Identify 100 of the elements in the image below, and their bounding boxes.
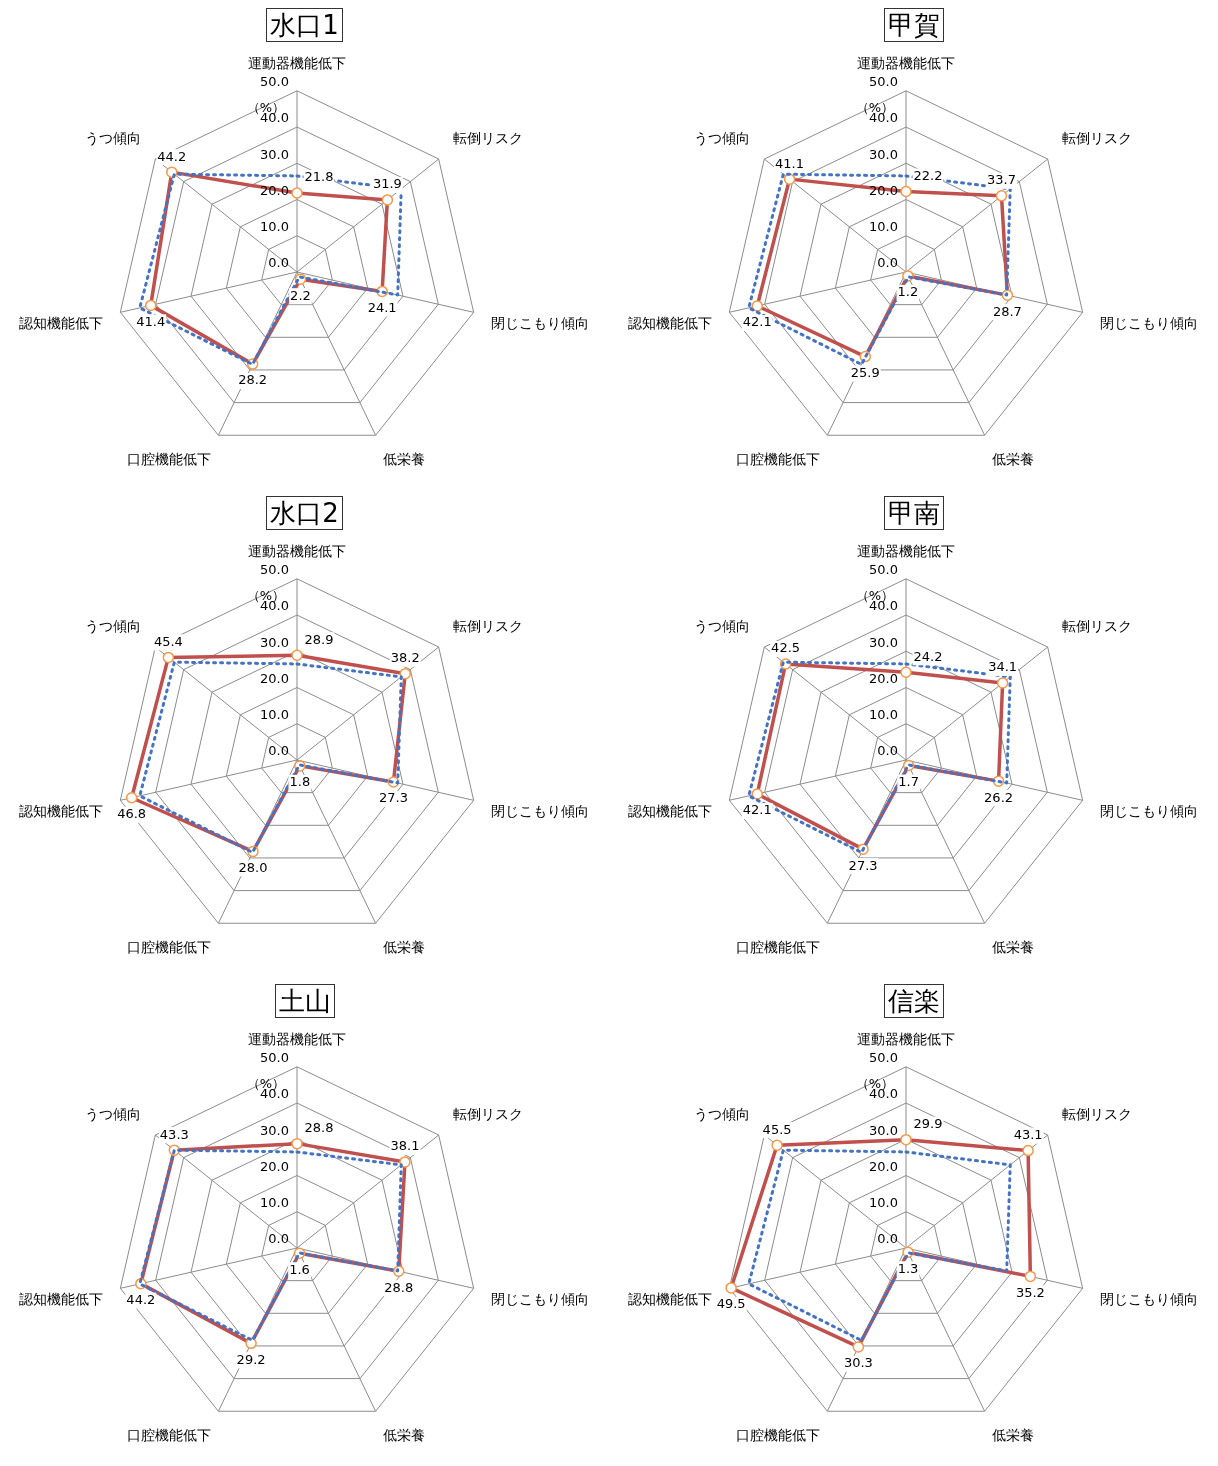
data-label: 21.8 bbox=[304, 169, 333, 185]
y-tick-label: 50.0 bbox=[868, 1050, 898, 1066]
data-label: 46.8 bbox=[116, 806, 146, 822]
chart-title: 甲賀 bbox=[883, 8, 944, 42]
data-label: 24.1 bbox=[367, 299, 397, 315]
y-tick-label: 0.0 bbox=[876, 1231, 898, 1247]
data-label: 38.2 bbox=[390, 650, 420, 666]
y-tick-label: 30.0 bbox=[259, 634, 289, 650]
data-label: 29.2 bbox=[236, 1351, 266, 1367]
y-tick-label: 0.0 bbox=[876, 255, 898, 271]
spoke-label: 転倒リスク bbox=[1061, 1106, 1132, 1123]
data-label: 44.2 bbox=[125, 1292, 155, 1308]
spoke-label: 転倒リスク bbox=[452, 1106, 523, 1123]
y-tick-label: 10.0 bbox=[259, 1195, 289, 1211]
spoke-label: 閉じこもり傾向 bbox=[1099, 1291, 1198, 1308]
spoke-label: 転倒リスク bbox=[1061, 618, 1132, 635]
spoke-label: 口腔機能低下 bbox=[126, 1426, 211, 1443]
data-label: 1.6 bbox=[288, 1261, 310, 1277]
y-tick-label: 10.0 bbox=[868, 707, 898, 723]
data-label: 42.1 bbox=[742, 314, 772, 330]
data-label: 43.1 bbox=[1013, 1126, 1043, 1142]
y-tick-label: 50.0 bbox=[868, 74, 898, 90]
data-label: 25.9 bbox=[850, 364, 880, 380]
y-tick-label: 20.0 bbox=[868, 1158, 898, 1174]
y-tick-label: 10.0 bbox=[259, 707, 289, 723]
data-label: 35.2 bbox=[1015, 1284, 1045, 1300]
spoke-label: うつ傾向 bbox=[693, 130, 750, 147]
y-tick-label: 50.0 bbox=[868, 562, 898, 578]
spoke-label: 低栄養 bbox=[382, 450, 425, 467]
y-tick-label: 50.0 bbox=[259, 74, 289, 90]
data-label: 1.2 bbox=[897, 284, 918, 300]
spoke-label: 転倒リスク bbox=[452, 618, 523, 635]
data-label: 45.5 bbox=[762, 1121, 792, 1137]
data-label: 30.3 bbox=[843, 1355, 873, 1371]
data-label: 33.7 bbox=[986, 172, 1016, 188]
y-tick-label: 30.0 bbox=[259, 146, 289, 162]
chart-title: 水口2 bbox=[266, 496, 343, 530]
y-tick-label: 0.0 bbox=[876, 743, 898, 759]
data-label: 27.3 bbox=[848, 857, 878, 873]
y-tick-label: 0.0 bbox=[267, 1231, 289, 1247]
spoke-label: 閉じこもり傾向 bbox=[490, 315, 589, 332]
spoke-label: 口腔機能低下 bbox=[735, 450, 820, 467]
data-label: 41.1 bbox=[774, 155, 804, 171]
spoke-label: 低栄養 bbox=[382, 938, 425, 955]
spoke-label: 口腔機能低下 bbox=[735, 938, 820, 955]
data-label: 42.1 bbox=[742, 802, 772, 818]
spoke-label: 認知機能低下 bbox=[627, 803, 712, 820]
chart-title: 水口1 bbox=[266, 8, 343, 42]
spoke-label: 閉じこもり傾向 bbox=[1099, 315, 1198, 332]
spoke-label: 低栄養 bbox=[991, 450, 1034, 467]
y-tick-label: 30.0 bbox=[868, 146, 898, 162]
spoke-label: 運動器機能低下 bbox=[856, 55, 955, 72]
data-label: 31.9 bbox=[372, 176, 402, 192]
spoke-label: 運動器機能低下 bbox=[856, 543, 955, 560]
data-label: 43.3 bbox=[159, 1126, 189, 1142]
chart-title: 甲南 bbox=[883, 496, 944, 530]
spoke-label: 閉じこもり傾向 bbox=[490, 1291, 589, 1308]
data-label: 28.8 bbox=[304, 1120, 333, 1135]
spoke-label: 運動器機能低下 bbox=[247, 1031, 346, 1048]
spoke-label: 口腔機能低下 bbox=[126, 450, 211, 467]
chart-title: 信楽 bbox=[883, 984, 944, 1018]
data-label: 49.5 bbox=[716, 1296, 746, 1312]
data-label: 38.1 bbox=[389, 1138, 419, 1154]
data-label: 28.0 bbox=[238, 859, 267, 875]
spoke-label: 閉じこもり傾向 bbox=[1099, 803, 1198, 820]
data-label: 28.9 bbox=[304, 631, 333, 647]
data-label: 42.5 bbox=[770, 640, 800, 656]
chart-title: 土山 bbox=[274, 984, 335, 1018]
spoke-label: 認知機能低下 bbox=[627, 315, 712, 332]
data-label: 26.2 bbox=[983, 789, 1013, 805]
y-tick-label: 20.0 bbox=[868, 182, 898, 198]
spoke-label: 運動器機能低下 bbox=[856, 1031, 955, 1048]
data-label: 28.7 bbox=[992, 303, 1022, 319]
data-label: 34.1 bbox=[987, 659, 1017, 675]
spoke-label: 運動器機能低下 bbox=[247, 55, 346, 72]
y-tick-label: 10.0 bbox=[259, 219, 289, 235]
spoke-label: 運動器機能低下 bbox=[247, 543, 346, 560]
y-tick-label: 30.0 bbox=[868, 634, 898, 650]
data-label: 22.2 bbox=[913, 167, 942, 183]
spoke-label: 転倒リスク bbox=[1061, 130, 1132, 147]
spoke-label: 低栄養 bbox=[991, 938, 1034, 955]
y-tick-label: 20.0 bbox=[259, 1158, 289, 1174]
y-tick-label: 30.0 bbox=[259, 1122, 289, 1138]
spoke-label: 口腔機能低下 bbox=[126, 938, 211, 955]
spoke-label: うつ傾向 bbox=[84, 1106, 141, 1123]
spoke-label: 認知機能低下 bbox=[18, 803, 103, 820]
data-label: 24.2 bbox=[913, 648, 942, 664]
data-label: 44.2 bbox=[156, 148, 186, 164]
y-tick-label: 20.0 bbox=[259, 182, 289, 198]
data-label: 1.3 bbox=[897, 1260, 918, 1276]
y-tick-label: 20.0 bbox=[868, 670, 898, 686]
y-tick-label: 20.0 bbox=[259, 670, 289, 686]
y-tick-label: 30.0 bbox=[868, 1122, 898, 1138]
data-label: 1.7 bbox=[897, 773, 919, 789]
data-label: 28.2 bbox=[237, 372, 267, 388]
y-tick-label: 10.0 bbox=[868, 219, 898, 235]
data-label: 45.4 bbox=[153, 633, 183, 649]
spoke-label: 低栄養 bbox=[991, 1426, 1034, 1443]
spoke-label: 口腔機能低下 bbox=[735, 1426, 820, 1443]
spoke-label: 閉じこもり傾向 bbox=[490, 803, 589, 820]
